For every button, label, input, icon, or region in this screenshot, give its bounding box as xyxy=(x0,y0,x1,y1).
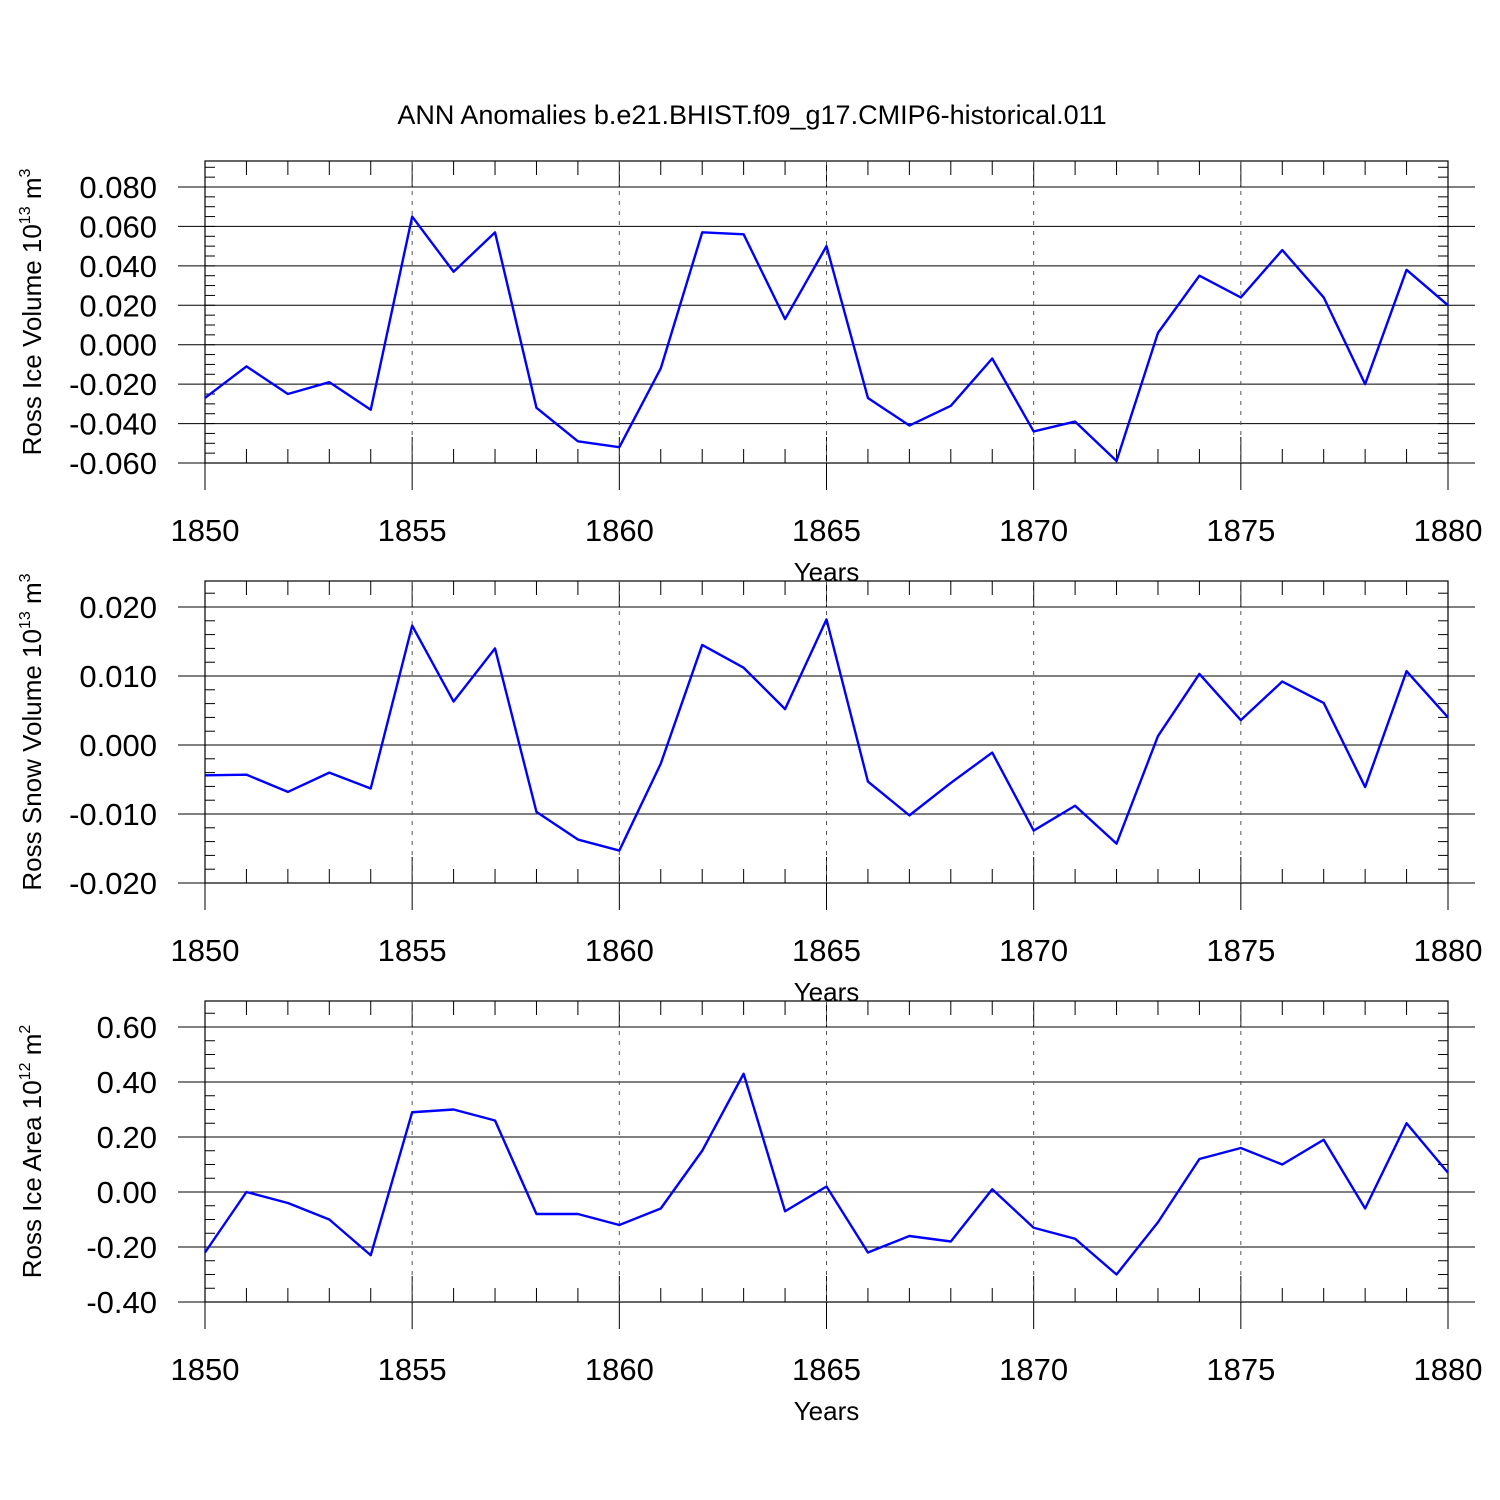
y-tick-label: 0.060 xyxy=(79,209,157,244)
y-axis-title: Ross Snow Volume 1013 m3 xyxy=(17,573,47,890)
x-tick-label: 1880 xyxy=(1414,513,1483,548)
y-tick-label: -0.20 xyxy=(86,1230,157,1265)
x-tick-label: 1870 xyxy=(999,1352,1068,1387)
x-tick-label: 1865 xyxy=(792,513,861,548)
x-tick-label: 1875 xyxy=(1206,513,1275,548)
y-tick-label: 0.020 xyxy=(79,288,157,323)
x-axis-title: Years xyxy=(794,1396,860,1426)
x-tick-label: 1860 xyxy=(585,513,654,548)
x-tick-label: 1865 xyxy=(792,933,861,968)
x-tick-label: 1870 xyxy=(999,513,1068,548)
x-tick-label: 1850 xyxy=(171,1352,240,1387)
panel-ross-snow-volume: -0.020 -0.010 0.000 0.010 0.020 1850 1855 1860 1… xyxy=(17,573,1482,1007)
y-tick-label: 0.60 xyxy=(97,1010,157,1045)
x-tick-label: 1865 xyxy=(792,1352,861,1387)
panel-ross-ice-area: -0.40 -0.20 0.00 0.20 0.40 0.60 1850 1855 1860 18… xyxy=(17,1000,1483,1426)
y-tick-label: -0.020 xyxy=(69,866,157,901)
y-axis-title: Ross Ice Area 1012 m2 xyxy=(17,1025,47,1279)
x-tick-label: 1855 xyxy=(378,513,447,548)
y-tick-label: -0.010 xyxy=(69,797,157,832)
x-tick-label: 1870 xyxy=(999,933,1068,968)
x-tick-label: 1875 xyxy=(1206,933,1275,968)
y-tick-label: -0.040 xyxy=(69,407,157,442)
y-tick-label: 0.020 xyxy=(79,590,157,625)
x-tick-label: 1850 xyxy=(171,933,240,968)
y-tick-label: 0.00 xyxy=(97,1175,157,1210)
panel-ross-ice-volume: -0.060 -0.040 -0.020 0.000 0.020 0.040 0.060 0.… xyxy=(17,160,1483,587)
y-axis-title: Ross Ice Volume 1013 m3 xyxy=(17,168,47,455)
y-tick-label: 0.080 xyxy=(79,170,157,205)
series-line xyxy=(204,215,1449,463)
y-tick-label: -0.40 xyxy=(86,1285,157,1320)
series-line xyxy=(204,618,1449,852)
y-tick-label: -0.020 xyxy=(69,367,157,402)
y-tick-label: 0.010 xyxy=(79,659,157,694)
y-tick-label: 0.040 xyxy=(79,249,157,284)
y-tick-label: 0.000 xyxy=(79,728,157,763)
x-tick-label: 1850 xyxy=(171,513,240,548)
x-tick-label: 1860 xyxy=(585,933,654,968)
y-tick-label: 0.000 xyxy=(79,328,157,363)
x-tick-label: 1855 xyxy=(378,933,447,968)
x-tick-label: 1855 xyxy=(378,1352,447,1387)
y-tick-label: -0.060 xyxy=(69,446,157,481)
y-tick-label: 0.40 xyxy=(97,1065,157,1100)
x-tick-label: 1880 xyxy=(1414,933,1483,968)
x-tick-label: 1875 xyxy=(1206,1352,1275,1387)
x-tick-label: 1880 xyxy=(1414,1352,1483,1387)
series-line xyxy=(204,1072,1449,1276)
y-tick-label: 0.20 xyxy=(97,1120,157,1155)
x-tick-label: 1860 xyxy=(585,1352,654,1387)
main-title: ANN Anomalies b.e21.BHIST.f09_g17.CMIP6-… xyxy=(397,100,1106,130)
